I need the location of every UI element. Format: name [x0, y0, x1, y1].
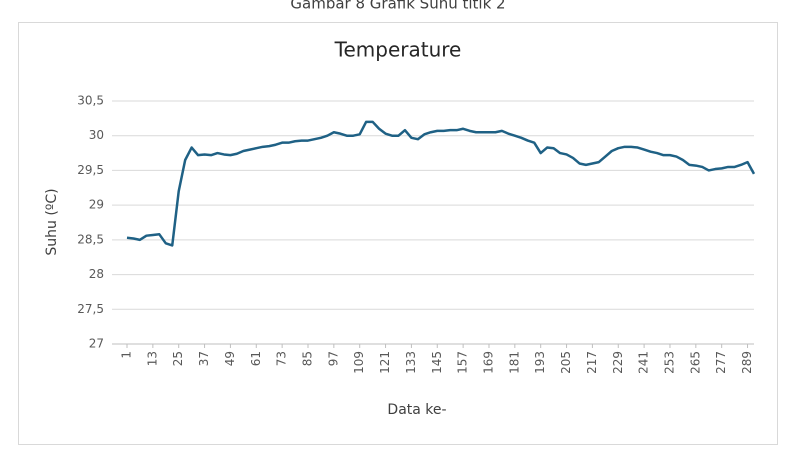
x-tick-label: 73 [275, 351, 289, 366]
y-tick-label: 28,5 [77, 232, 104, 246]
x-tick-label: 49 [223, 351, 237, 366]
x-tick-label: 1 [120, 351, 134, 359]
y-tick-label: 27,5 [77, 302, 104, 316]
x-tick-label: 277 [714, 351, 728, 374]
x-tick-label: 289 [740, 351, 754, 374]
chart-frame [18, 22, 778, 445]
y-tick-label: 30,5 [77, 94, 104, 108]
x-tick-label: 229 [611, 351, 625, 374]
y-tick-label: 27 [89, 337, 104, 351]
x-tick-label: 157 [456, 351, 470, 374]
x-tick-label: 13 [145, 351, 159, 366]
x-tick-label: 205 [559, 351, 573, 374]
x-tick-label: 97 [326, 351, 340, 366]
x-tick-label: 265 [688, 351, 702, 374]
caption: Gambar 8 Grafik Suhu titik 2 [290, 0, 505, 13]
y-tick-label: 29 [89, 198, 104, 212]
x-tick-label: 85 [300, 351, 314, 366]
x-tick-label: 181 [507, 351, 521, 374]
y-axis-label: Suhu (ºC) [44, 188, 60, 255]
x-tick-label: 241 [637, 351, 651, 374]
x-tick-label: 253 [662, 351, 676, 374]
x-tick-label: 25 [171, 351, 185, 366]
x-tick-label: 61 [249, 351, 263, 366]
y-tick-label: 30 [89, 128, 104, 142]
y-tick-label: 29,5 [77, 163, 104, 177]
x-axis-label: Data ke- [387, 402, 446, 418]
x-tick-label: 145 [430, 351, 444, 374]
x-tick-label: 121 [378, 351, 392, 374]
x-tick-label: 37 [197, 351, 211, 366]
chart-title: Temperature [334, 38, 462, 62]
data-line [126, 120, 756, 247]
x-tick-label: 133 [404, 351, 418, 374]
x-tick-label: 109 [352, 351, 366, 374]
y-tick-label: 28 [89, 267, 104, 281]
x-tick-label: 193 [533, 351, 547, 374]
x-tick-label: 169 [481, 351, 495, 374]
x-tick-label: 217 [585, 351, 599, 374]
